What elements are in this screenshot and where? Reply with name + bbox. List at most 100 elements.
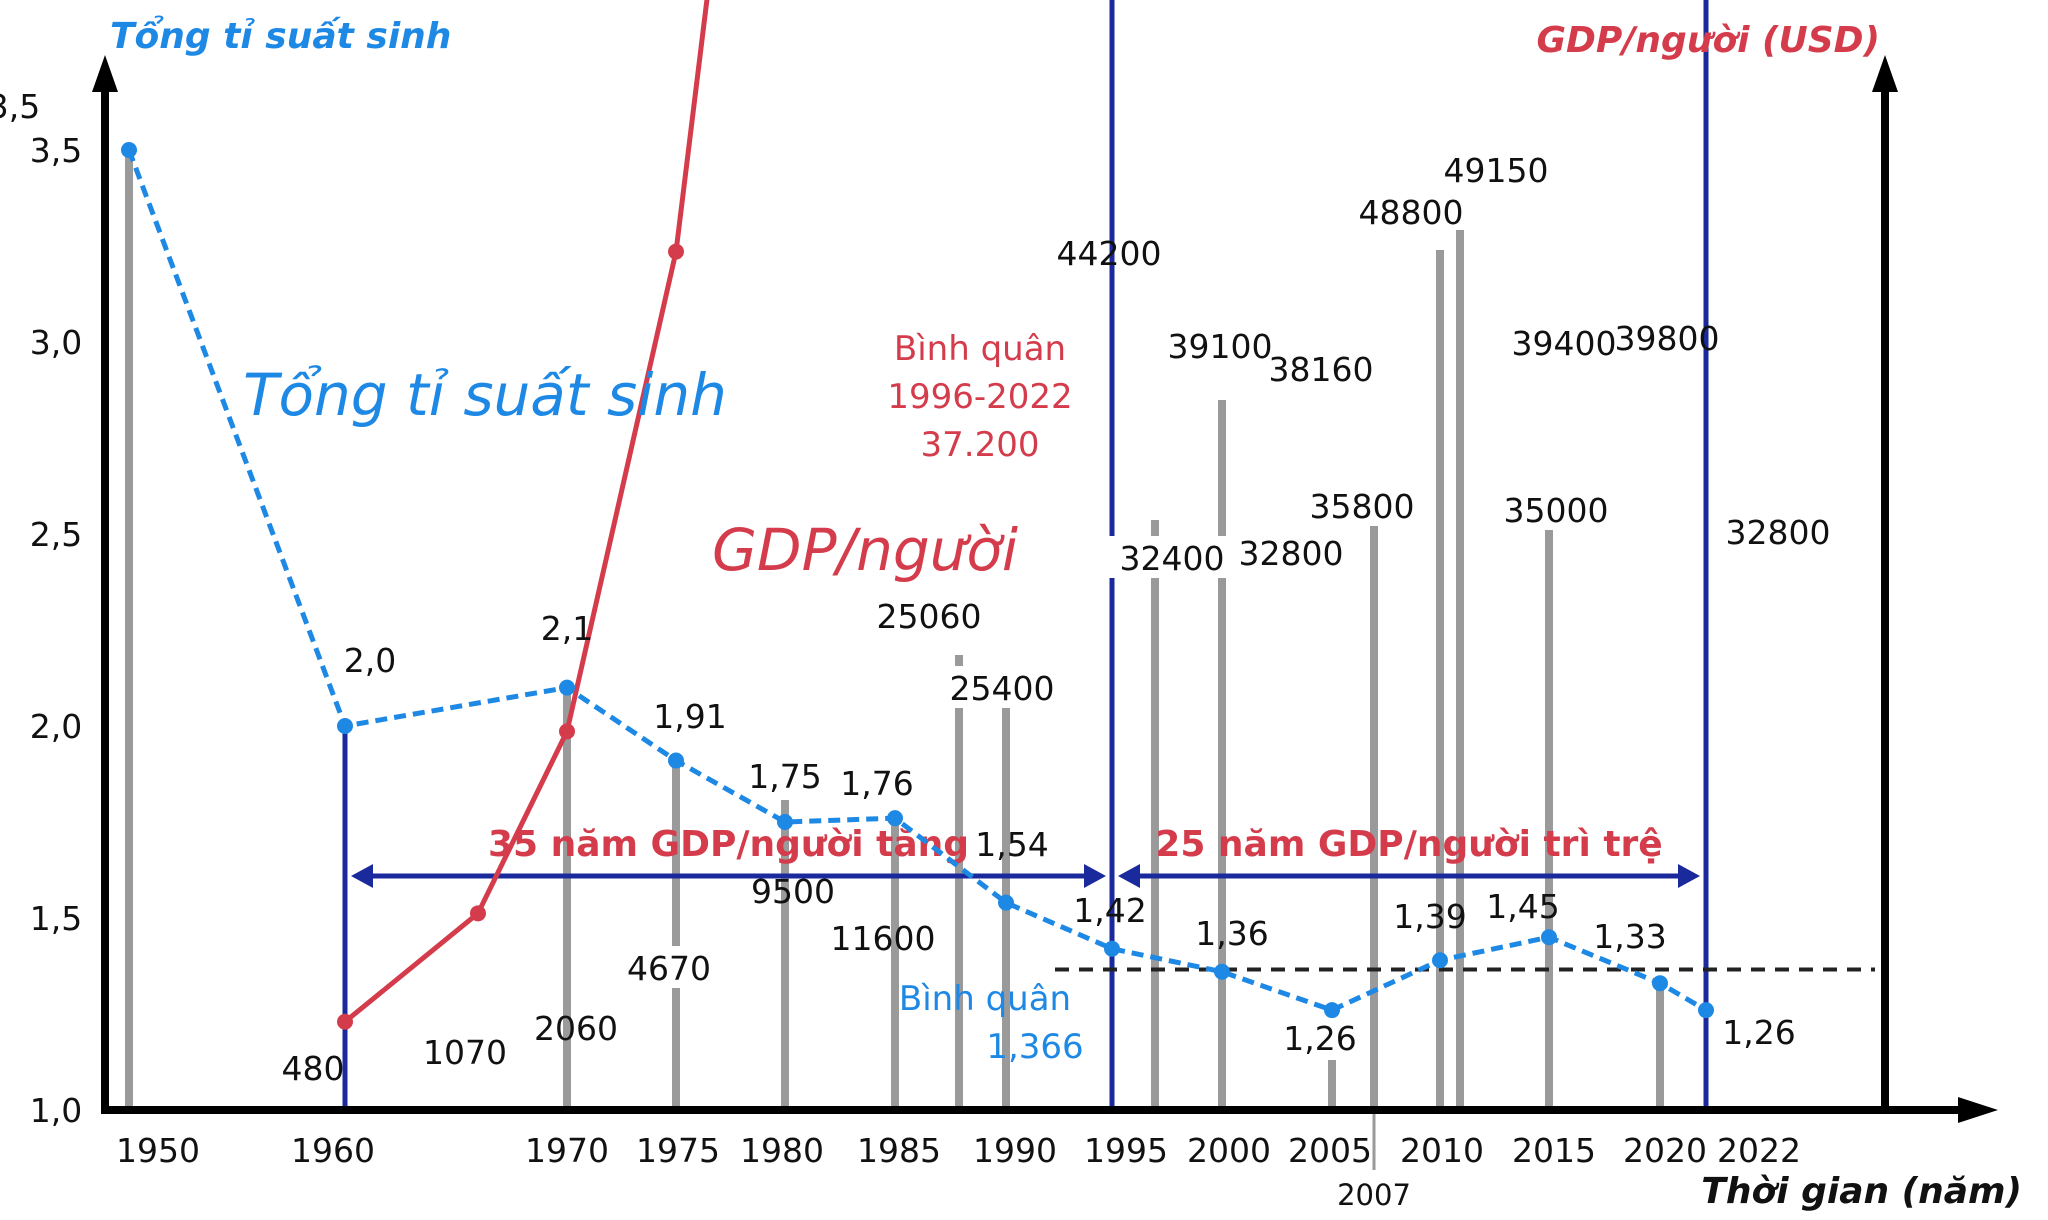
gdp-point [337,1013,353,1030]
fertility-data-label: 1,36 [1195,914,1268,953]
x-tick-label: 2000 [1187,1131,1271,1170]
gdp-line [343,0,710,1024]
left-tick-label: 3,5 [30,131,82,170]
label-backdrop [605,946,733,988]
fertility-point [1698,1002,1714,1019]
fertility-point [887,810,903,827]
gdp-data-label: 39400 [1512,324,1617,363]
gdp-data-label: 35800 [1310,487,1415,526]
gdp-series [337,0,710,1030]
gdp-data-label: 35000 [1504,491,1609,530]
fertility-average-label: Bình quân [899,979,1071,1019]
gdp-data-label: 38160 [1269,350,1374,389]
label-backdrop [1108,536,1236,578]
gdp-average-label: 37.200 [921,425,1040,465]
gdp-point [470,905,486,922]
gdp-data-label: 4670 [627,949,711,988]
fertility-point [1214,963,1230,980]
gdp-data-label: 32800 [1239,534,1344,573]
left-axis-title: Tổng tỉ suất sinh [110,15,451,57]
right-axis-title: GDP/người (USD) [1536,20,1880,61]
fertility-point [1104,940,1120,957]
x-axis-arrow-icon [1958,1097,1998,1123]
left-tick-label: 1,0 [30,1091,82,1130]
chart-texts: Tổng tỉ suất sinh GDP/người Bình quân 1996-… [243,329,1084,1067]
fertility-point [337,718,353,734]
fertility-data-label: 1,26 [1722,1013,1795,1052]
fertility-point [777,814,793,830]
gdp-data-label: 32400 [1120,539,1225,578]
gdp-data-label: 25400 [950,669,1055,708]
fertility-point [1432,952,1448,969]
left-tick-label: 1,5 [30,899,82,938]
year-gridlines [125,150,1664,1170]
fertility-data-label: 2,0 [344,641,396,680]
fertility-point [121,142,137,158]
x-tick-label: 1975 [636,1131,720,1170]
fertility-data-label: 1,45 [1486,887,1559,926]
gdp-series-label: GDP/người [712,516,1018,584]
x-tick-label: 1995 [1084,1131,1168,1170]
x-tick-label: 2022 [1717,1131,1801,1170]
fertility-data-label: 1,26 [1283,1019,1356,1058]
gdp-data-label: 49150 [1444,151,1549,190]
fertility-data-label: 2,1 [541,609,593,648]
period-arrows: 35 năm GDP/người tăng 25 năm GDP/người tr… [351,824,1700,888]
fertility-data-label: 1,42 [1073,891,1146,930]
fertility-data-label: 1,91 [653,697,726,736]
arrow-right-icon [1678,864,1700,888]
fertility-point [559,679,575,696]
fertility-point [1324,1002,1340,1019]
x-tick-label: 1970 [525,1131,609,1170]
x-tick-label: 1980 [740,1131,824,1170]
gdp-data-label: 44200 [1057,234,1162,273]
left-tick-label: 3,0 [30,323,82,362]
fertility-data-label: 1,33 [1593,917,1666,956]
period-label: 35 năm GDP/người tăng [488,824,969,865]
arrow-left-icon [351,864,373,888]
left-tick-label: 2,5 [30,515,82,554]
gdp-data-label: 25060 [877,597,982,636]
gdp-data-label: 39800 [1615,319,1720,358]
left-tick-label: 2,0 [30,707,82,746]
label-backdrop [1298,484,1426,526]
gdp-average-label: Bình quân [894,329,1066,369]
x-tick-label: 1960 [291,1131,375,1170]
gdp-data-label: 48800 [1359,193,1464,232]
x-axis-title: Thời gian (năm) [1701,1171,2022,1212]
fertility-data-label: 1,76 [840,764,913,803]
data-labels: 3,5 2,0 2,1 1,91 1,75 1,76 1,54 1,42 1,36 1,26 1,3… [0,87,1830,1088]
label-backdrop [1227,531,1355,573]
fertility-data-label: 3,5 [0,87,40,126]
fertility-data-label: 1,75 [748,757,821,796]
x-tick-label: 2010 [1400,1131,1484,1170]
gdp-data-label: 11600 [831,919,936,958]
gdp-data-label: 39100 [1168,327,1273,366]
fertility-series [121,142,1714,1019]
x-tick-label: 1990 [973,1131,1057,1170]
period-markers [342,0,1709,1110]
fertility-data-label: 1,39 [1393,897,1466,936]
x-tick-label: 1950 [116,1131,200,1170]
period-label: 25 năm GDP/người trì trệ [1155,824,1662,865]
right-axis-arrow-icon [1872,55,1898,92]
gdp-data-label: 2060 [534,1009,618,1048]
x-tick-label: 2007 [1337,1178,1411,1212]
gdp-data-label: 480 [282,1049,345,1088]
fertility-point [668,752,684,769]
x-tick-label: 2005 [1288,1131,1372,1170]
fertility-line [126,149,1708,1013]
gdp-data-label: 9500 [751,872,835,911]
label-backdrop [938,666,1066,708]
gdp-data-label: 32800 [1726,513,1831,552]
x-tick-label: 1985 [857,1131,941,1170]
fertility-average-label: 1,366 [986,1027,1083,1067]
gdp-average-label: 1996-2022 [887,377,1072,417]
fertility-data-label: 1,54 [975,825,1048,864]
fertility-point [1652,975,1668,992]
average-lines [1055,967,1875,972]
x-tick-label: 2020 [1623,1131,1707,1170]
label-backdrop [1281,1018,1359,1058]
arrow-right-icon [1084,864,1106,888]
